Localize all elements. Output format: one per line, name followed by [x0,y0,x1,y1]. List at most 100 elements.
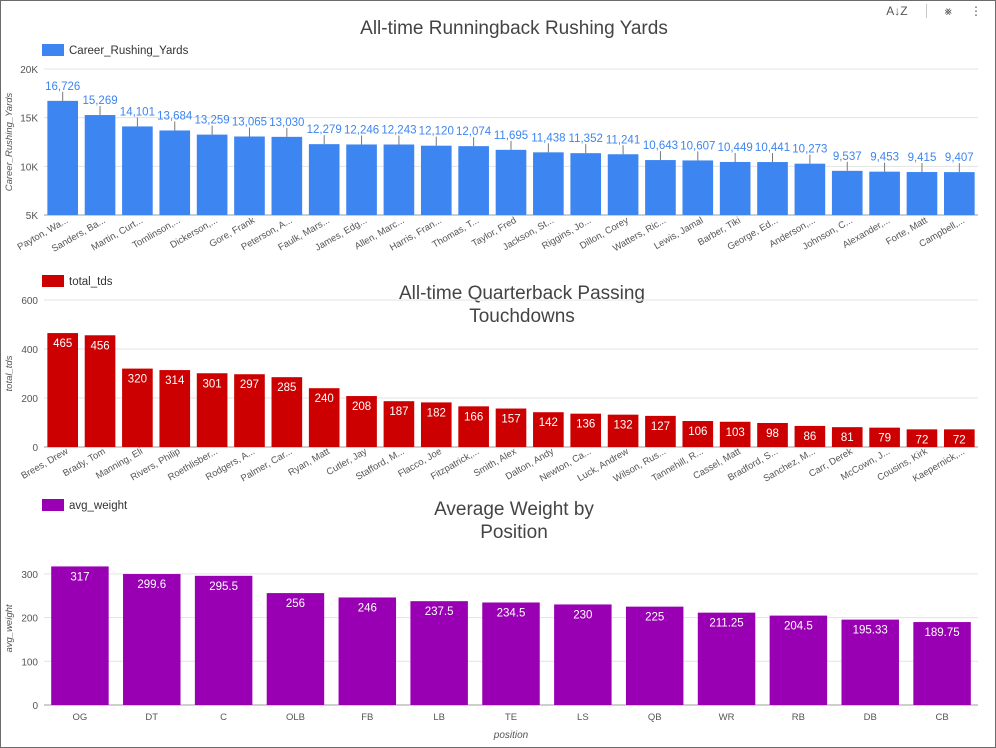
chart3-bar [697,612,756,705]
sort-az-icon[interactable]: A↓Z [886,4,908,18]
chart1-bar [47,100,78,215]
chart3-bar [841,619,899,705]
chart2-value-label: 240 [315,393,334,405]
chart3-bar [769,615,828,705]
chart2-value-label: 301 [203,378,222,390]
chart3-value-label: 204.5 [784,621,813,633]
chart1-bar [757,162,788,215]
chart1-value-label: 10,607 [680,140,715,152]
chart1-title: All-time Runningback Rushing Yards [360,18,668,39]
chart3-bar [123,574,181,705]
chart2-bar [159,370,191,447]
chart1-legend-label: Career_Rushing_Yards [69,45,189,57]
chart1-bar [869,171,900,215]
chart2-value-label: 127 [651,421,670,433]
chart3-bar [410,601,468,705]
chart1-value-label: 12,243 [381,125,416,137]
chart1-bar [84,115,116,215]
chart2-value-label: 456 [90,340,109,352]
chart2-value-label: 98 [766,428,779,440]
chart2-category-label: Ryan, Matt [286,446,332,479]
chart3-value-label: 225 [645,612,664,624]
chart1-bar [122,126,153,215]
chart3-ytick-label: 200 [21,614,38,625]
chart3-category-label: OG [73,712,88,723]
chart1-value-label: 13,259 [195,115,230,127]
chart1-bar [383,144,415,215]
chart2-bar [308,388,340,447]
chart3-value-label: 237.5 [425,606,454,618]
chart1-value-label: 12,279 [307,124,342,136]
chart2-bar [944,429,975,447]
chart1-bar [420,145,452,215]
chart3-legend-swatch [42,499,64,511]
chart3-value-label: 317 [70,571,89,583]
chart1-bar [308,144,340,215]
chart3-category-label: RB [792,712,805,723]
chart1-bar [234,136,265,215]
chart2-value-label: 208 [352,401,371,413]
chart2-bar [906,429,938,447]
chart3-category-label: LS [577,712,589,723]
chart2-bar [271,377,303,447]
chart3-bar [194,575,253,705]
chart3-bar [51,566,109,705]
chart1-bar [533,152,564,215]
chart2-bar [570,413,602,447]
chart2-value-label: 187 [389,406,408,418]
more-vert-icon[interactable]: ⋮ [970,4,982,18]
chart3-title: Position [480,522,548,543]
chart1-bar [645,160,676,215]
chart3-bar [338,597,397,705]
chart2-ytick-label: 400 [21,345,38,356]
chart-toolbar: A↓Z ⨳ ⋮ [886,3,982,19]
chart2-bar [383,401,415,447]
chart1-bar [458,146,489,215]
chart3-value-label: 211.25 [709,618,743,630]
chart3-category-label: DB [864,712,877,723]
chart3-value-label: 234.5 [497,607,526,619]
chart3-value-label: 230 [573,609,592,621]
chart1-value-label: 10,449 [718,142,753,154]
chart3-title: Average Weight by [434,499,594,520]
chart1-bar [495,149,527,215]
filter-off-icon[interactable]: ⨳ [944,4,952,18]
chart1-ylabel: Career_Rushing_Yards [4,92,15,191]
chart3-value-label: 189.75 [924,627,959,639]
chart3-bar [266,593,325,705]
chart1-bar [346,144,377,215]
chart1-value-label: 16,726 [45,81,80,93]
chart2-bar [47,333,78,447]
chart1-value-label: 9,453 [870,152,899,164]
chart1-value-label: 11,241 [606,134,640,146]
chart2-value-label: 72 [916,434,929,446]
chart1-bar [570,153,602,215]
chart2-bar [84,335,116,447]
chart3-bar [913,622,971,705]
chart1-bar [682,160,714,215]
chart2-value-label: 86 [803,431,816,443]
chart1-bar [831,170,863,215]
chart2-bar [122,368,153,447]
chart2-bar [682,421,714,447]
chart2-bar [607,414,639,447]
chart2-bar [234,374,265,447]
chart1-bar [906,172,938,215]
chart2-bar [420,402,452,447]
chart1-bar [271,136,303,215]
chart2-bar [757,422,788,447]
chart3-value-label: 299.6 [137,579,166,591]
chart2-bar [719,421,751,447]
chart1-value-label: 9,415 [908,152,937,164]
chart1-value-label: 11,352 [569,133,603,145]
chart2-value-label: 157 [501,414,520,426]
chart1-bar [607,154,639,215]
chart2-value-label: 465 [53,338,72,350]
chart1-value-label: 9,407 [945,152,974,164]
chart2-value-label: 314 [165,375,185,387]
chart2-value-label: 297 [240,379,259,391]
chart3-ytick-label: 300 [21,570,38,581]
chart1-value-label: 10,441 [755,142,790,154]
chart1-ytick-label: 15K [20,114,38,125]
chart2-value-label: 142 [539,417,558,429]
